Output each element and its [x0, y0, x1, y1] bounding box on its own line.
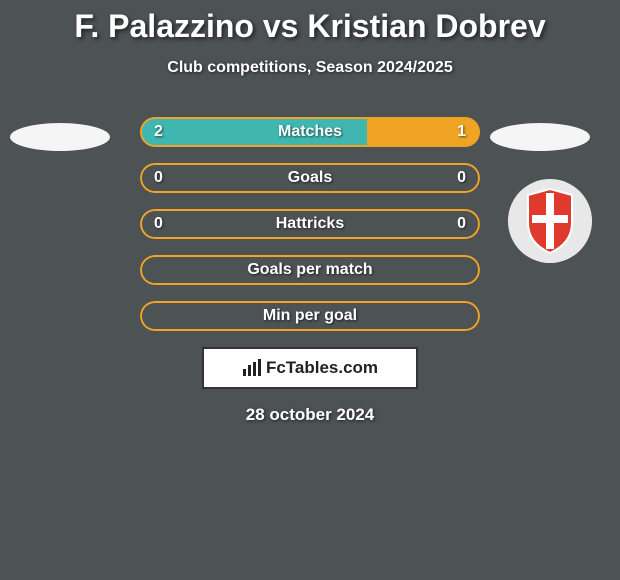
brand-box: FcTables.com — [202, 347, 418, 389]
stat-bar: Goals per match — [140, 255, 480, 285]
stat-row: 00Hattricks — [140, 209, 480, 239]
stat-label: Min per goal — [140, 307, 480, 325]
stat-row: Goals per match — [140, 255, 480, 285]
stat-bar: Min per goal — [140, 301, 480, 331]
stat-bar: 00Hattricks — [140, 209, 480, 239]
brand-text: FcTables.com — [266, 358, 378, 378]
stat-row: Min per goal — [140, 301, 480, 331]
date-text: 28 october 2024 — [0, 405, 620, 425]
stat-label: Matches — [140, 123, 480, 141]
stat-label: Goals per match — [140, 261, 480, 279]
stat-row: 21Matches — [140, 117, 480, 147]
stat-bar: 00Goals — [140, 163, 480, 193]
stat-label: Goals — [140, 169, 480, 187]
stat-label: Hattricks — [140, 215, 480, 233]
subtitle: Club competitions, Season 2024/2025 — [0, 59, 620, 77]
stat-bar: 21Matches — [140, 117, 480, 147]
stat-row: 00Goals — [140, 163, 480, 193]
page-title: F. Palazzino vs Kristian Dobrev — [0, 0, 620, 45]
chart-bars-icon — [242, 359, 262, 377]
stat-rows: 21Matches 00Goals 00Hattricks Goals per mat… — [0, 117, 620, 331]
